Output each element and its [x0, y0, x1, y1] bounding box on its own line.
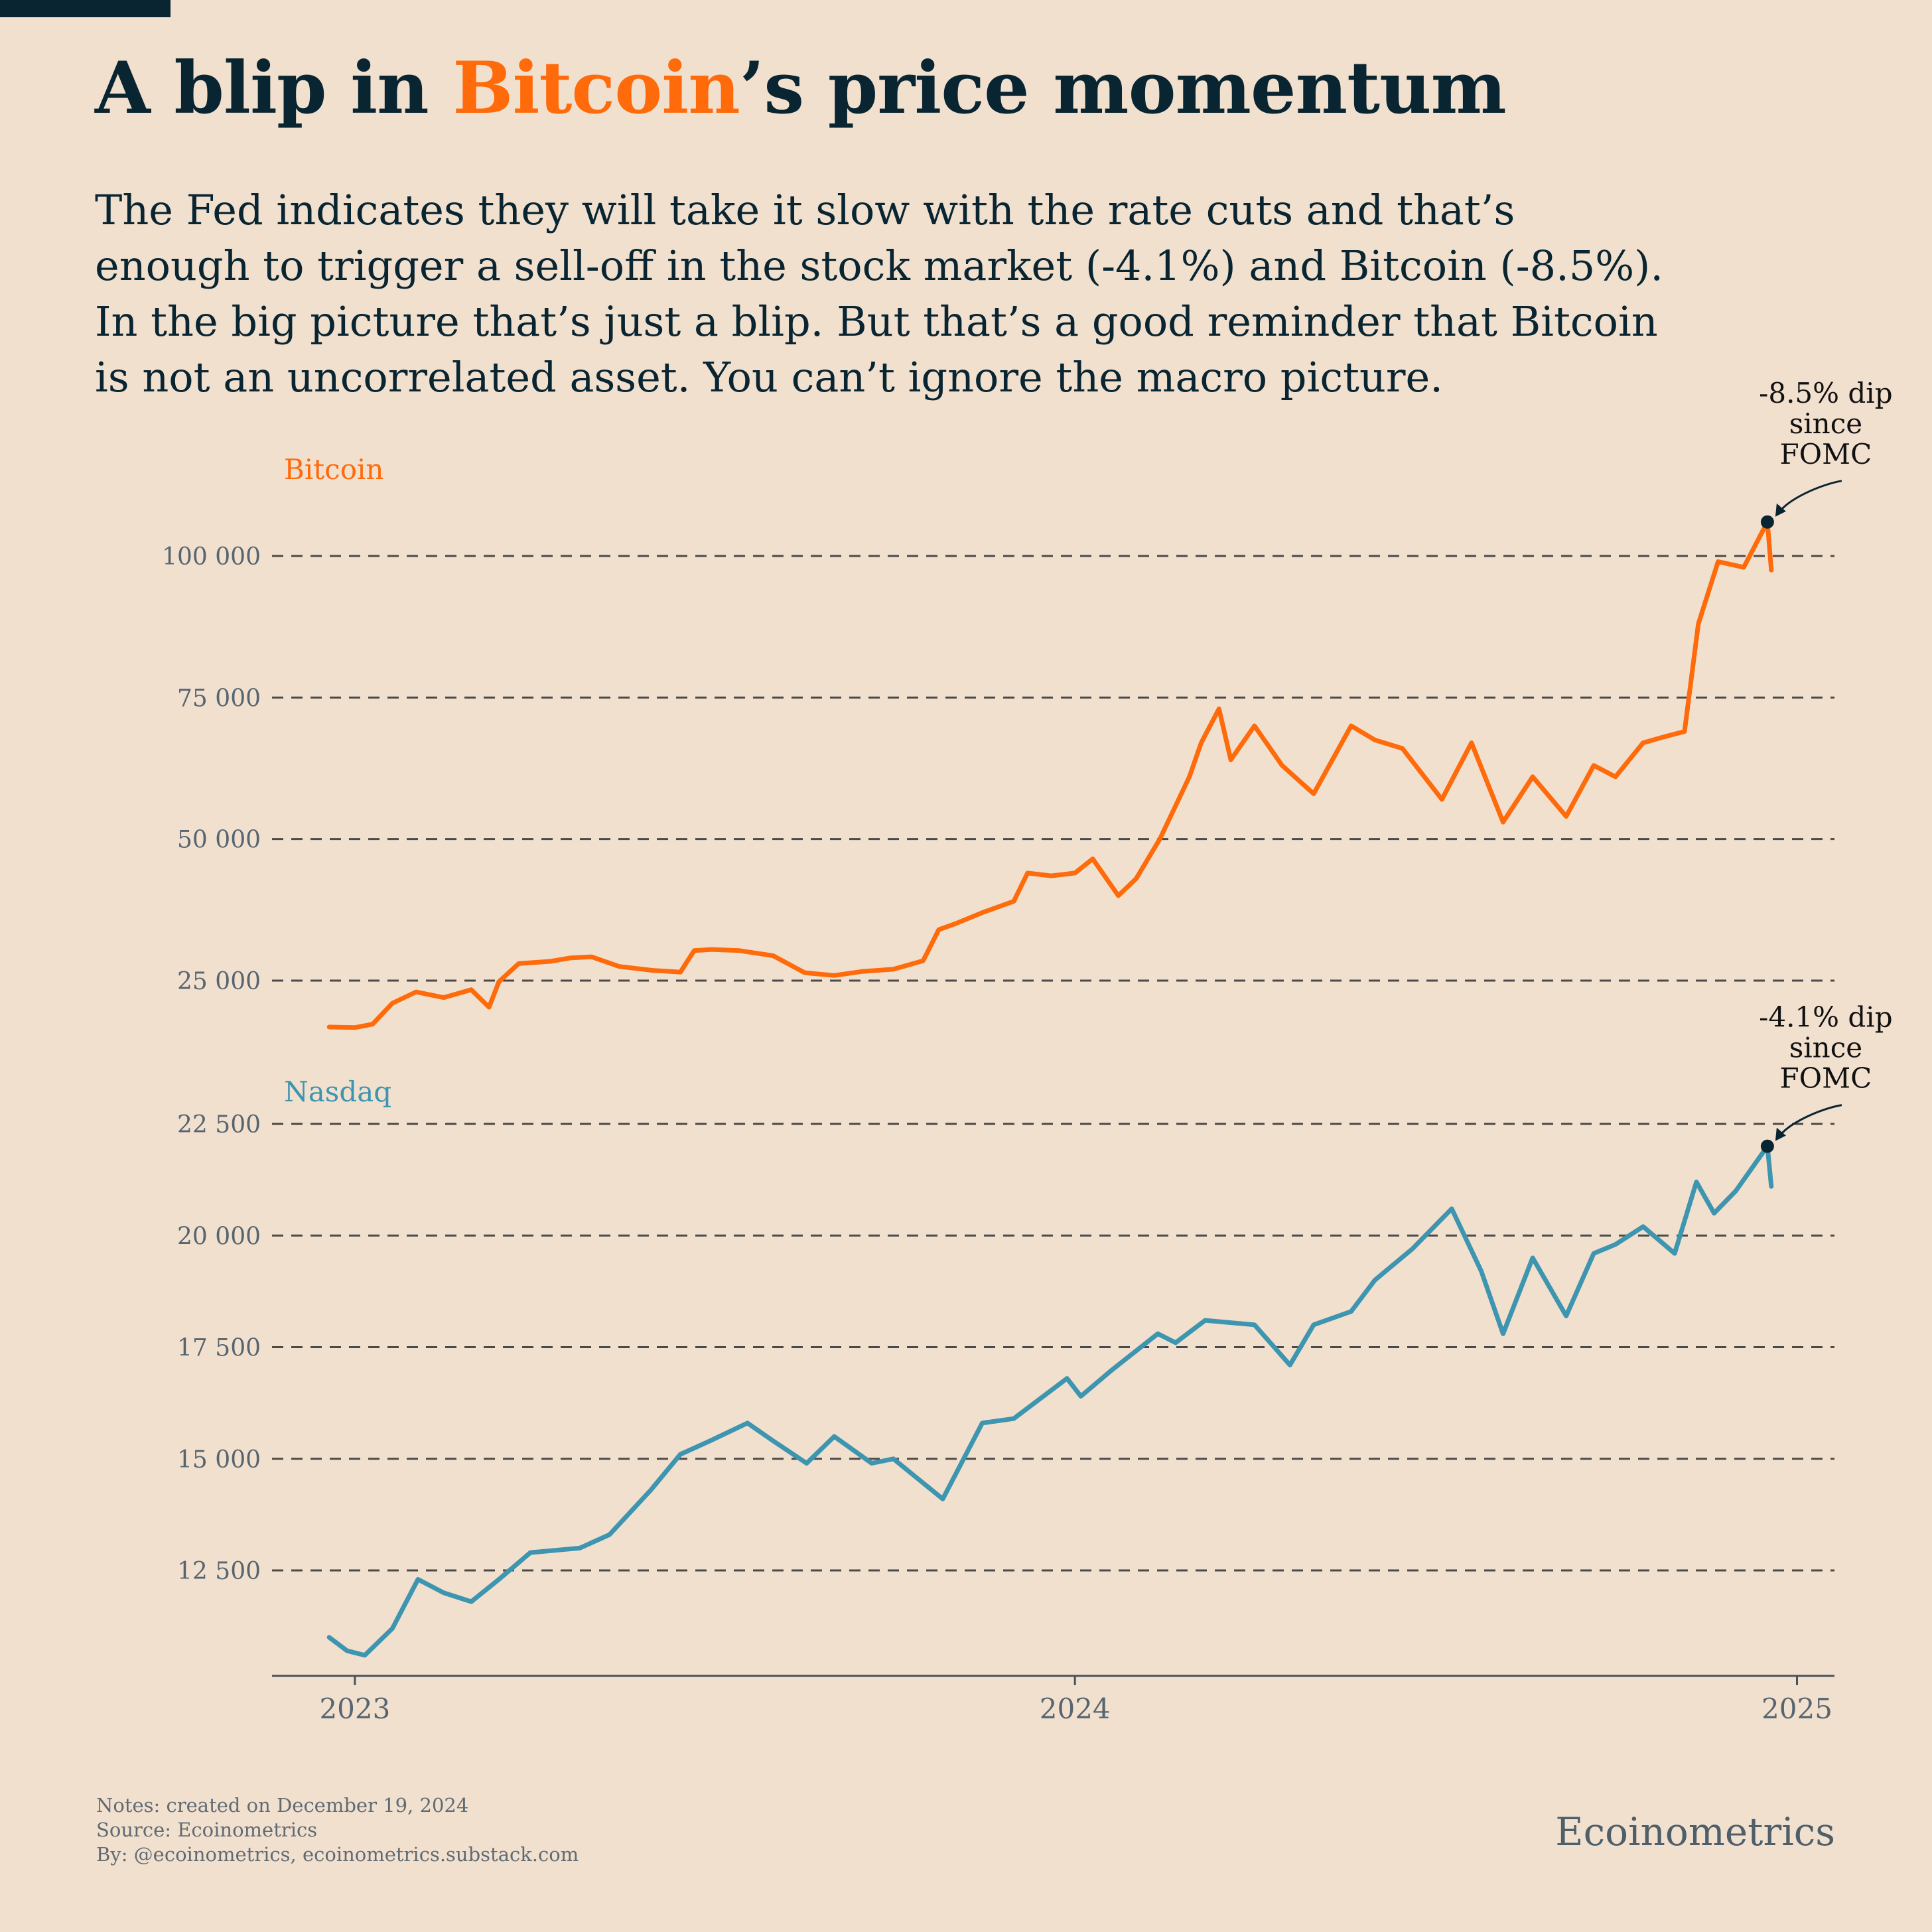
annotation-arrowhead	[1775, 503, 1786, 517]
y-tick-label: 20 000	[177, 1223, 261, 1250]
y-tick-label: 22 500	[177, 1111, 261, 1138]
footnotes: Notes: created on December 19, 2024 Sour…	[96, 1793, 579, 1867]
y-tick-label: 50 000	[177, 827, 261, 854]
annotation-arrow	[1777, 1104, 1842, 1139]
chart-subtitle: The Fed indicates they will take it slow…	[95, 186, 1664, 401]
x-tick-label: 2023	[319, 1692, 390, 1725]
y-tick-label: 75 000	[177, 685, 261, 712]
y-tick-label: 12 500	[177, 1558, 261, 1585]
byline: By: @ecoinometrics, ecoinometrics.substa…	[96, 1843, 579, 1866]
series-line-bitcoin	[326, 519, 1774, 1030]
brand-logo: Ecoinometrics	[1555, 1809, 1835, 1854]
source-line: Source: Ecoinometrics	[96, 1819, 318, 1841]
y-tick-label: 17 500	[177, 1335, 261, 1362]
title-suffix: ’s price momentum	[739, 46, 1507, 130]
chart-title: A blip in Bitcoin’s price momentum	[95, 46, 1507, 130]
title-accent: Bitcoin	[452, 46, 740, 130]
series-label-bitcoin: Bitcoin	[284, 453, 383, 486]
y-tick-label: 25 000	[177, 968, 261, 995]
x-tick-label: 2025	[1761, 1692, 1832, 1725]
x-tick-label: 2024	[1040, 1692, 1111, 1725]
annotation-arrowhead	[1775, 1127, 1786, 1141]
panel-bitcoin: 25 000 50 000 75 000 100 000 Bitcoin -8.5% di…	[162, 377, 1893, 1030]
series-label-nasdaq: Nasdaq	[284, 1075, 391, 1108]
annotation-text: -4.1% dip since FOMC	[1759, 1001, 1892, 1095]
annotation-dot	[1760, 515, 1774, 529]
panel-nasdaq: 12 500 15 000 17 500 20 000 22 500 Nasdaq -4.1…	[177, 1001, 1893, 1658]
y-tick-label: 100 000	[162, 543, 261, 571]
y-tick-label: 15 000	[177, 1446, 261, 1474]
title-prefix: A blip in	[95, 46, 453, 130]
annotation-arrow	[1777, 480, 1842, 515]
annotation-dot	[1760, 1139, 1774, 1153]
corner-accent-bar	[0, 0, 171, 17]
x-axis: 2023 2024 2025	[272, 1675, 1834, 1725]
annotation-text: -8.5% dip since FOMC	[1759, 377, 1892, 470]
notes-line: Notes: created on December 19, 2024	[96, 1794, 469, 1817]
series-line-nasdaq	[326, 1144, 1774, 1658]
